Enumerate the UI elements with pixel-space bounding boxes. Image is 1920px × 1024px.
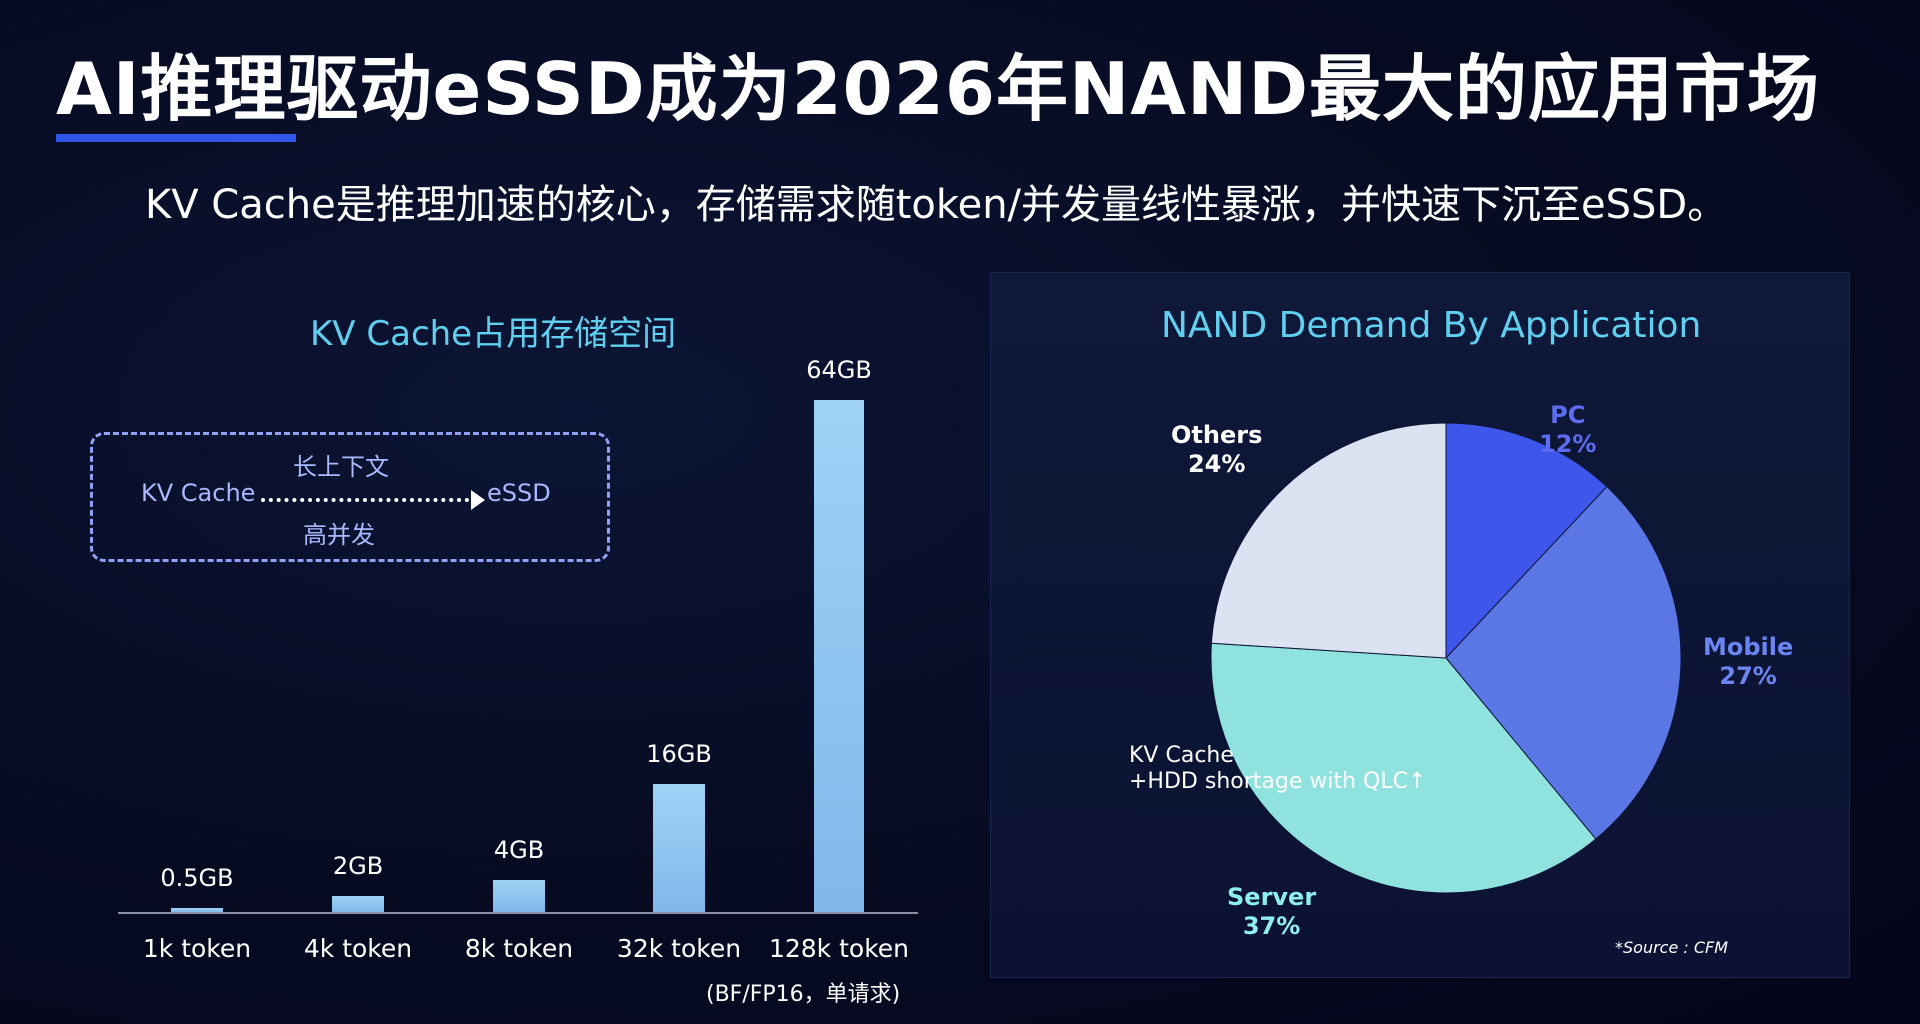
slice-label-pc: PC 12%	[1539, 401, 1596, 459]
bar-8k-token	[493, 880, 545, 912]
bar-category-label: 1k token	[142, 934, 252, 963]
bar-category-label: 8k token	[464, 934, 574, 963]
slice-label-others: Others 24%	[1171, 421, 1262, 479]
slice-label-pc-percent: 12%	[1539, 429, 1597, 458]
bar-128k-token	[814, 400, 864, 912]
slice-label-server: Server 37%	[1227, 883, 1316, 941]
bar-chart-axis	[118, 912, 918, 914]
pie-source-note: *Source : CFM	[1615, 938, 1729, 957]
pie-annotation-line-1: KV Cache	[1129, 743, 1234, 768]
slice-label-server-text: Server	[1227, 883, 1317, 911]
bar-chart-note: (BF/FP16，单请求)	[706, 982, 901, 1007]
flow-target-label: eSSD	[487, 479, 551, 507]
bar-category-label: 128k token	[768, 934, 910, 963]
pie-annotation: KV Cache +HDD shortage with QLC↑	[1129, 743, 1426, 796]
pie-annotation-line-2: +HDD shortage with QLC↑	[1129, 769, 1427, 795]
slice-label-others-percent: 24%	[1187, 449, 1246, 478]
slice-label-server-percent: 37%	[1242, 911, 1301, 940]
flow-top-label: 长上下文	[293, 453, 389, 481]
bar-4k-token	[332, 896, 384, 912]
slice-label-pc-text: PC	[1550, 401, 1586, 429]
bar-value-label: 2GB	[332, 852, 384, 880]
flow-box: KV Cache 长上下文 eSSD 高并发	[90, 432, 610, 562]
pie-chart-title: NAND Demand By Application	[1161, 305, 1702, 346]
slice-label-mobile: Mobile 27%	[1703, 633, 1793, 691]
bar-category-label: 4k token	[303, 934, 413, 963]
kv-cache-bar-chart: KV Cache占用存储空间 KV Cache 长上下文 eSSD 高并发 0.…	[90, 314, 918, 1007]
slice-label-mobile-text: Mobile	[1703, 633, 1794, 661]
pie-slice-others	[1210, 422, 1447, 659]
bar-chart-title: KV Cache占用存储空间	[310, 314, 677, 354]
nand-demand-panel: NAND Demand By Application PC 12% Mobile…	[990, 272, 1850, 978]
pie-slice-pc	[1445, 422, 1608, 660]
slice-label-mobile-percent: 27%	[1719, 661, 1777, 690]
title-underline	[56, 134, 296, 142]
nand-demand-pie	[1210, 422, 1682, 894]
slide-title: AI推理驱动eSSD成为2026年NAND最大的应用市场	[56, 47, 1820, 131]
bar-value-label: 16GB	[646, 740, 712, 768]
slice-label-others-text: Others	[1171, 421, 1263, 449]
flow-arrow-line	[261, 498, 477, 502]
bar-value-label: 0.5GB	[160, 864, 234, 892]
pie-slices	[1210, 422, 1682, 894]
bar-1k-token	[171, 908, 223, 912]
pie-slice-server	[1210, 642, 1597, 894]
slide-subtitle: KV Cache是推理加速的核心，存储需求随token/并发量线性暴涨，并快速下…	[145, 182, 1728, 228]
flow-arrow-icon	[471, 490, 485, 510]
flow-bottom-label: 高并发	[303, 521, 375, 549]
bar-value-label: 64GB	[806, 356, 872, 384]
bar-category-label: 32k token	[616, 934, 742, 963]
bar-32k-token	[653, 784, 705, 912]
flow-source-label: KV Cache	[141, 479, 256, 507]
pie-slice-mobile	[1445, 485, 1682, 840]
bar-value-label: 4GB	[493, 836, 545, 864]
